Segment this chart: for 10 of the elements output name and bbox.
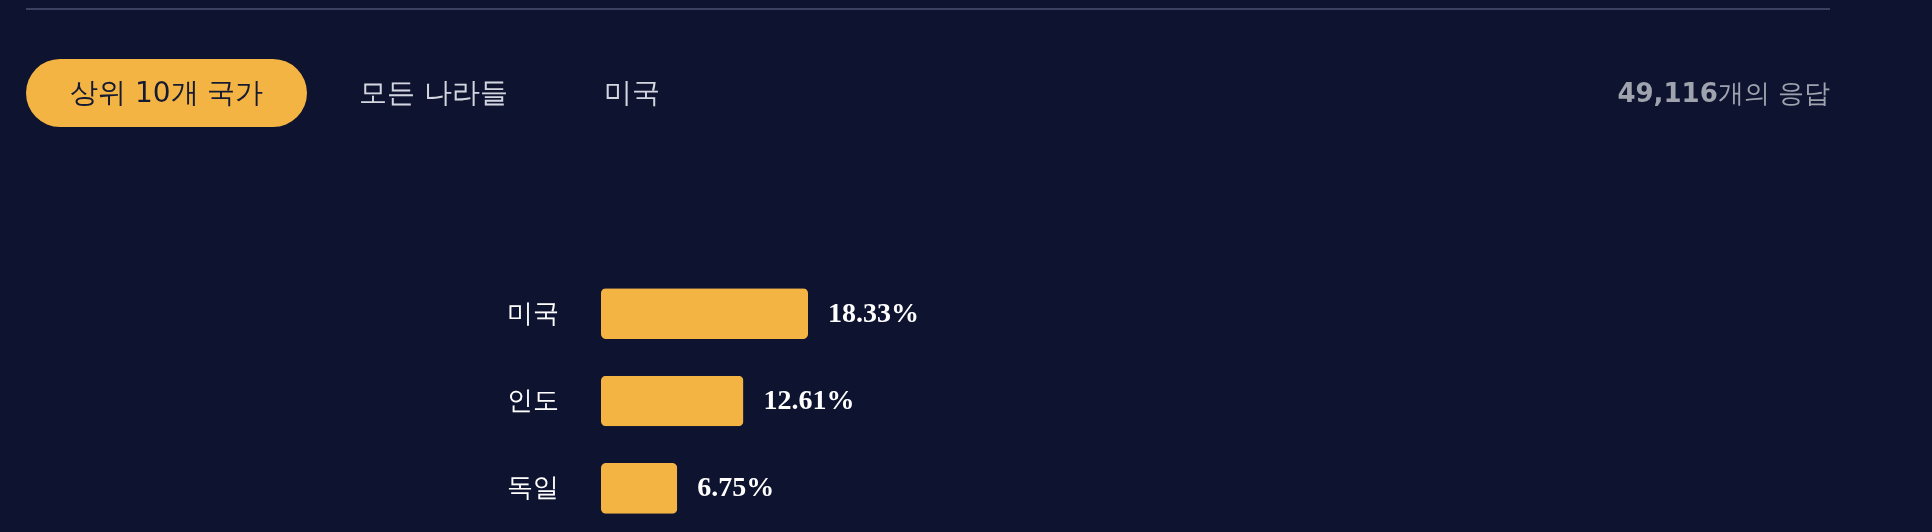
- data-label: 6.75%: [697, 471, 775, 503]
- text: 모든 나라들: [315, 59, 553, 127]
- data-label: 18.33%: [828, 296, 919, 328]
- text: 미국: [560, 59, 705, 127]
- text: 상위 10개 국가: [26, 59, 308, 127]
- y-tick-label: 독일: [506, 472, 559, 503]
- y-tick-label: 미국: [506, 297, 559, 328]
- data-label: 12.61%: [763, 384, 855, 415]
- y-tick-label: 인도: [506, 385, 559, 415]
- text: 49,116개의 응답: [1617, 77, 1830, 110]
